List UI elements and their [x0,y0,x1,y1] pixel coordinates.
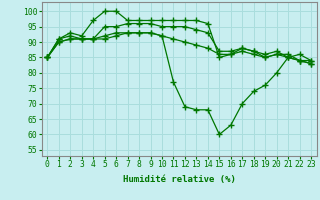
X-axis label: Humidité relative (%): Humidité relative (%) [123,175,236,184]
